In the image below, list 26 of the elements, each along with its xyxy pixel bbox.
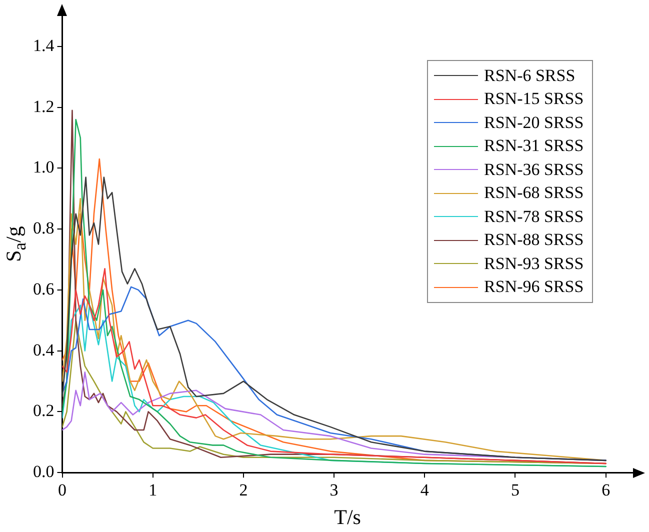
- legend-label: RSN-93 SRSS: [484, 254, 584, 274]
- legend-label: RSN-96 SRSS: [484, 277, 584, 298]
- x-axis-title: T/s: [334, 505, 361, 530]
- legend-label: RSN-15 SRSS: [484, 89, 584, 110]
- x-tick-label: 4: [420, 480, 430, 500]
- legend-label: RSN-88 SRSS: [484, 230, 584, 250]
- x-tick-label: 3: [330, 480, 338, 500]
- y-tick-label: 1.4: [33, 36, 55, 55]
- x-tick-label: 2: [239, 480, 248, 500]
- y-tick-label: 0.0: [33, 462, 54, 482]
- y-tick-label: 0.8: [33, 218, 54, 238]
- x-tick-label: 5: [510, 480, 520, 500]
- legend-label: RSN-6 SRSS: [484, 66, 576, 86]
- legend-label: RSN-20 SRSS: [484, 112, 584, 133]
- x-tick-label: 6: [602, 480, 610, 500]
- y-tick-label: 1.0: [33, 158, 54, 177]
- legend-label: RSN-36 SRSS: [484, 160, 584, 180]
- y-tick-label: 1.2: [33, 96, 54, 116]
- legend-label: RSN-31 SRSS: [484, 136, 584, 156]
- x-tick-label: 0: [58, 480, 66, 500]
- x-tick-label: 1: [148, 480, 158, 500]
- legend-label: RSN-68 SRSS: [484, 183, 584, 204]
- y-tick-label: 0.6: [33, 279, 54, 298]
- y-tick-label: 0.2: [33, 401, 54, 420]
- y-tick-label: 0.4: [33, 340, 55, 360]
- legend-label: RSN-78 SRSS: [484, 206, 584, 227]
